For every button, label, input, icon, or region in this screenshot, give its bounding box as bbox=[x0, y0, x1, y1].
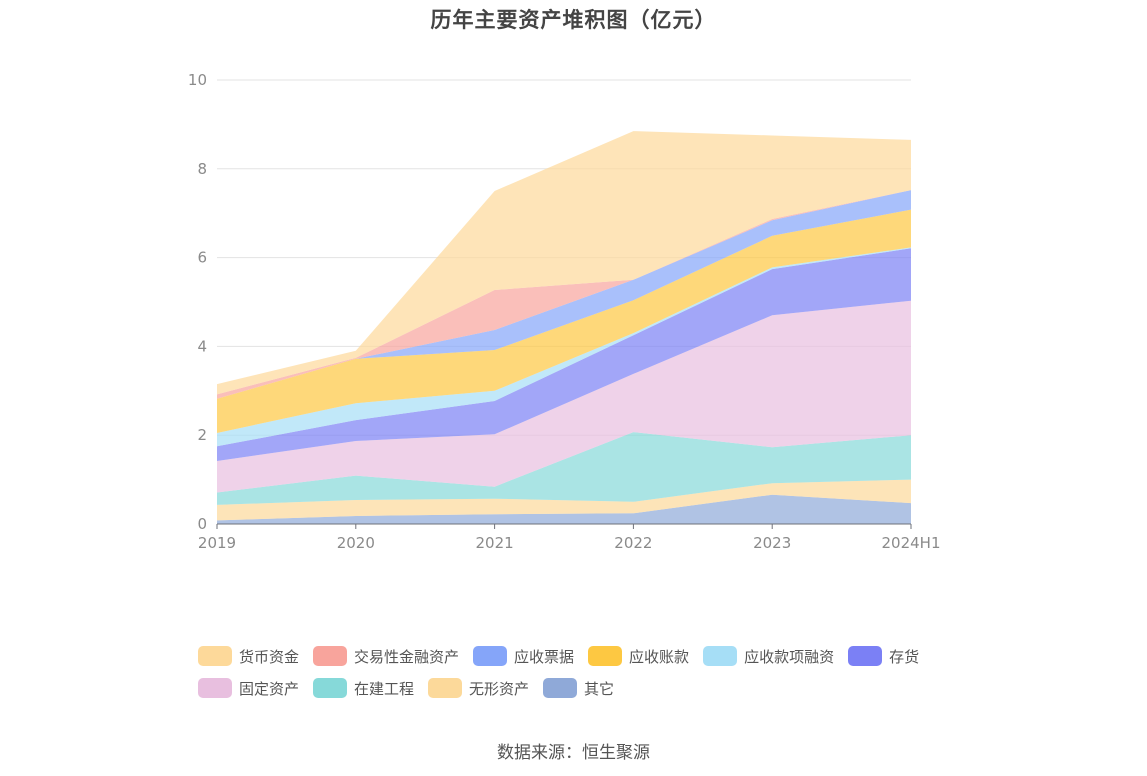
legend-item[interactable]: 存货 bbox=[848, 646, 919, 667]
legend-swatch bbox=[543, 678, 578, 698]
legend-swatch bbox=[848, 646, 883, 666]
legend-item[interactable]: 应收账款 bbox=[588, 646, 689, 667]
x-tick-label: 2022 bbox=[614, 534, 652, 552]
legend-label: 无形资产 bbox=[469, 679, 530, 698]
x-tick-label: 2019 bbox=[198, 534, 236, 552]
legend-item[interactable]: 交易性金融资产 bbox=[313, 646, 459, 667]
y-tick-label: 6 bbox=[197, 249, 207, 267]
legend-swatch bbox=[313, 646, 348, 666]
legend-swatch bbox=[428, 678, 463, 698]
area-series bbox=[217, 131, 911, 524]
legend-swatch bbox=[473, 646, 508, 666]
area-series-8[interactable] bbox=[217, 190, 911, 399]
area-series-9[interactable] bbox=[217, 131, 911, 395]
stacked-area-chart: 0 2 4 6 8 10 2019 2020 2021 2022 2023 2024H1 bbox=[188, 71, 941, 552]
legend-item[interactable]: 应收款项融资 bbox=[703, 646, 834, 667]
data-source-note: 数据来源：恒生聚源 bbox=[497, 743, 650, 763]
legend-item[interactable]: 应收票据 bbox=[473, 646, 574, 667]
legend-swatch bbox=[198, 646, 232, 666]
legend-label: 其它 bbox=[584, 679, 615, 698]
y-tick-label: 10 bbox=[188, 71, 207, 89]
x-tick-label: 2020 bbox=[337, 534, 375, 552]
area-series-3[interactable] bbox=[217, 300, 911, 493]
legend-label: 存货 bbox=[889, 647, 920, 666]
legend-item[interactable]: 其它 bbox=[543, 678, 614, 699]
chart-legend: 货币资金 交易性金融资产 应收票据 应收账款 应收款项融资 存货固定资产 在建工程 无形资产 其… bbox=[198, 640, 958, 704]
legend-label: 交易性金融资产 bbox=[354, 647, 460, 666]
x-tick-label: 2024H1 bbox=[882, 534, 941, 552]
area-series-5[interactable] bbox=[217, 247, 911, 447]
legend-swatch bbox=[588, 646, 623, 666]
y-tick-label: 0 bbox=[197, 515, 207, 533]
legend-swatch bbox=[703, 646, 738, 666]
legend-item[interactable]: 固定资产 bbox=[198, 678, 299, 699]
legend-row: 固定资产 在建工程 无形资产 其它 bbox=[198, 672, 958, 704]
x-tick-label: 2023 bbox=[753, 534, 791, 552]
legend-item[interactable]: 在建工程 bbox=[313, 678, 414, 699]
legend-label: 固定资产 bbox=[239, 679, 300, 698]
axes: 0 2 4 6 8 10 2019 2020 2021 2022 2023 2024H1 bbox=[188, 71, 941, 552]
legend-item[interactable]: 货币资金 bbox=[198, 646, 299, 667]
legend-row: 货币资金 交易性金融资产 应收票据 应收账款 应收款项融资 存货 bbox=[198, 640, 958, 672]
area-series-2[interactable] bbox=[217, 432, 911, 505]
legend-label: 应收账款 bbox=[629, 647, 690, 666]
legend-item[interactable]: 无形资产 bbox=[428, 678, 529, 699]
y-tick-label: 8 bbox=[197, 160, 207, 178]
legend-swatch bbox=[198, 678, 232, 698]
y-tick-label: 4 bbox=[197, 337, 207, 355]
legend-label: 货币资金 bbox=[239, 647, 300, 666]
area-series-1[interactable] bbox=[217, 479, 911, 521]
y-tick-label: 2 bbox=[197, 426, 207, 444]
legend-label: 应收票据 bbox=[514, 647, 575, 666]
area-series-4[interactable] bbox=[217, 248, 911, 461]
legend-label: 应收款项融资 bbox=[744, 647, 835, 666]
chart-title: 历年主要资产堆积图（亿元） bbox=[430, 8, 717, 32]
area-series-0[interactable] bbox=[217, 494, 911, 524]
area-series-7[interactable] bbox=[217, 190, 911, 399]
legend-label: 在建工程 bbox=[354, 679, 415, 698]
legend-swatch bbox=[313, 678, 348, 698]
area-series-6[interactable] bbox=[217, 209, 911, 433]
x-tick-label: 2021 bbox=[476, 534, 514, 552]
